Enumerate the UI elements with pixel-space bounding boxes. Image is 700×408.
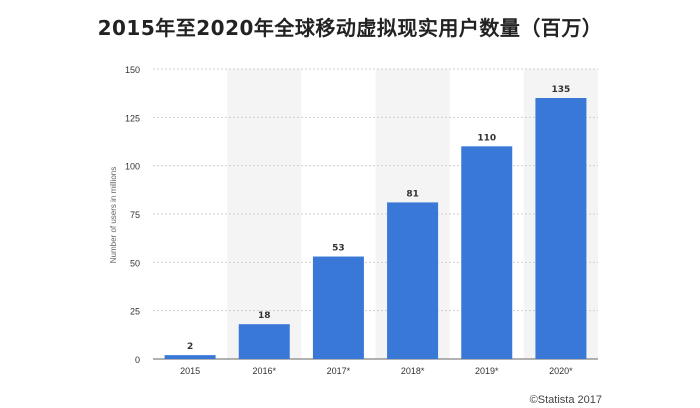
bars [164,98,587,359]
data-label: 18 [258,311,271,321]
data-label: 135 [552,85,571,95]
bar-2015 [164,355,216,359]
data-label: 110 [477,133,496,143]
source-credit: ©Statista 2017 [529,394,602,406]
gridlines [153,68,598,360]
y-tick-label: 25 [130,307,140,317]
data-label: 81 [406,189,419,199]
data-labels: 2 18 53 81 110 135 [187,85,570,352]
x-tick-label: 2018* [401,366,425,376]
data-label: 53 [332,244,345,254]
data-label: 2 [187,342,193,352]
y-tick-label: 100 [125,162,140,172]
y-axis-label: Number of users in millions [109,167,118,263]
y-tick-label: 125 [125,113,140,123]
bar-2019* [461,146,513,359]
x-tick-label: 2017* [327,366,351,376]
y-tick-label: 0 [135,355,140,365]
y-tick-label: 150 [125,65,140,75]
bar-2020* [535,98,587,359]
x-tick-label: 2020* [549,366,573,376]
bar-2016* [238,324,290,359]
y-tick-label: 75 [130,210,140,220]
y-tick-label: 50 [130,258,140,268]
x-tick-labels: 2015 2016* 2017* 2018* 2019* 2020* [180,366,573,376]
x-tick-label: 2016* [252,366,276,376]
x-tick-label: 2019* [475,366,499,376]
chart-title: 2015年至2020年全球移动虚拟现实用户数量（百万） [97,16,603,40]
bar-2017* [312,256,364,359]
x-tick-label: 2015 [180,366,200,376]
band-1 [227,69,302,359]
y-tick-labels: 0 25 50 75 100 125 150 [125,65,140,365]
bar-2018* [387,202,439,359]
